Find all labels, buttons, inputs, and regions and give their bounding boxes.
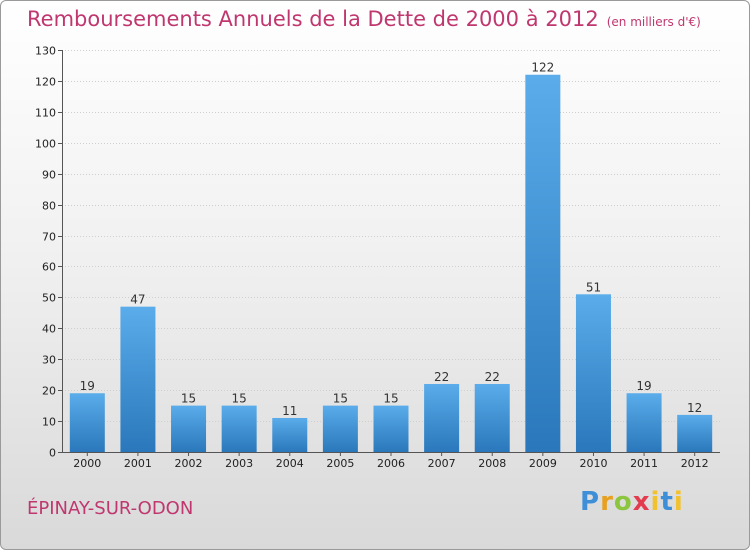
x-tick-label: 2009 <box>529 457 557 470</box>
x-tick-label: 2000 <box>73 457 101 470</box>
y-tick-label: 100 <box>35 138 56 151</box>
unit-label: (en milliers d'€) <box>606 15 701 29</box>
x-tick-label: 2001 <box>124 457 152 470</box>
data-label: 15 <box>232 392 247 406</box>
y-tick-label: 20 <box>42 385 56 398</box>
bar <box>373 405 409 452</box>
x-tick-label: 2003 <box>225 457 253 470</box>
data-label: 11 <box>282 404 297 418</box>
bar <box>221 405 257 452</box>
x-tick-label: 2011 <box>630 457 658 470</box>
x-tick-label: 2008 <box>478 457 506 470</box>
proxiti-logo[interactable]: Proxiti <box>580 487 684 517</box>
y-tick-label: 130 <box>35 45 56 58</box>
x-tick-label: 2010 <box>579 457 607 470</box>
y-tick-label: 10 <box>42 416 56 429</box>
x-tick-label: 2005 <box>326 457 354 470</box>
commune-name: ÉPINAY-SUR-ODON <box>27 498 194 519</box>
x-axis: 2000 2001 2002 2003 2004 2005 2006 2007 2008 2009… <box>62 452 720 470</box>
data-label: 19 <box>80 379 95 393</box>
bar <box>525 74 561 452</box>
y-tick-label: 80 <box>42 200 56 213</box>
bar <box>626 393 662 452</box>
bars: 19 47 15 15 11 15 15 22 22 122 51 19 12 <box>69 61 713 452</box>
data-label: 122 <box>531 61 554 75</box>
data-label: 47 <box>130 293 145 307</box>
y-tick-label: 70 <box>42 231 56 244</box>
bar <box>474 383 510 452</box>
chart-title-text: Remboursements Annuels de la Dette de 20… <box>27 7 599 31</box>
y-tick-label: 0 <box>49 447 56 460</box>
y-axis: 0 10 20 30 40 50 60 70 80 90 100 110 120 130 <box>35 45 63 460</box>
x-tick-label: 2002 <box>175 457 203 470</box>
bar <box>322 405 358 452</box>
data-label: 15 <box>181 392 196 406</box>
bar <box>120 306 156 452</box>
y-tick-label: 110 <box>35 107 56 120</box>
x-tick-label: 2004 <box>276 457 304 470</box>
bar <box>677 414 713 452</box>
x-tick-label: 2007 <box>428 457 456 470</box>
chart-title: Remboursements Annuels de la Dette de 20… <box>27 7 701 31</box>
x-tick-label: 2006 <box>377 457 405 470</box>
grid-lines <box>62 50 720 422</box>
y-tick-label: 90 <box>42 169 56 182</box>
data-label: 22 <box>485 370 500 384</box>
data-label: 51 <box>586 280 601 294</box>
data-label: 19 <box>636 379 651 393</box>
y-tick-label: 30 <box>42 354 56 367</box>
bar <box>424 383 460 452</box>
data-label: 15 <box>333 392 348 406</box>
y-tick-label: 120 <box>35 76 56 89</box>
data-label: 15 <box>383 392 398 406</box>
bar <box>171 405 207 452</box>
x-tick-label: 2012 <box>681 457 709 470</box>
y-tick-label: 60 <box>42 261 56 274</box>
data-label: 22 <box>434 370 449 384</box>
bar <box>272 417 308 452</box>
data-label: 12 <box>687 401 702 415</box>
bar <box>69 393 105 452</box>
y-tick-label: 40 <box>42 323 56 336</box>
y-tick-label: 50 <box>42 292 56 305</box>
bar <box>575 294 611 452</box>
